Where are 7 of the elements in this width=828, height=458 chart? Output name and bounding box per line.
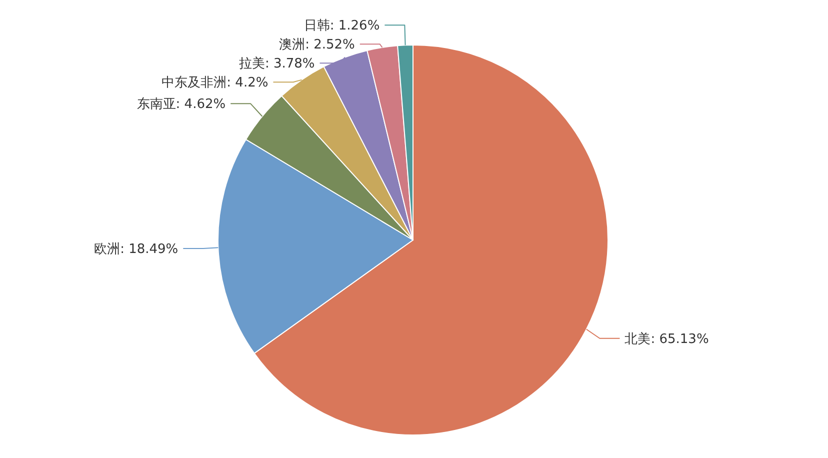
slice-label: 拉美: 3.78%	[238, 56, 315, 72]
slice-label: 中东及非洲: 4.2%	[162, 76, 268, 91]
slice-label: 澳洲: 2.52%	[279, 38, 355, 53]
slice-label: 东南亚: 4.62%	[136, 97, 226, 112]
slice-label: 北美: 65.13%	[624, 330, 709, 347]
slice-label: 日韩: 1.26%	[304, 18, 380, 34]
slice-label: 欧洲: 18.49%	[94, 242, 178, 257]
